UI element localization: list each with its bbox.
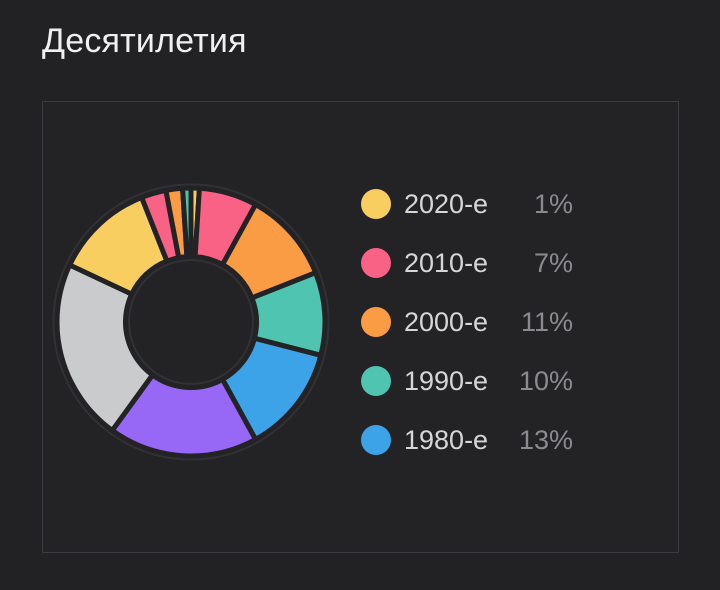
legend-label: 1980-е (404, 424, 489, 455)
donut-segment-hidden-5[interactable] (109, 372, 259, 459)
legend-color-dot (361, 366, 391, 396)
legend-color-dot (361, 248, 391, 278)
legend-value: 1% (533, 188, 573, 219)
legend-value: 13% (518, 424, 573, 455)
legend-label: 2010-е (404, 247, 489, 278)
donut-guide-ring (52, 183, 330, 461)
decades-chart-card: 2020-е 1% 2010-е 7% 2000-е 11% 1990-е 10… (42, 101, 679, 553)
legend-item-2020s: 2020-е 1% (361, 184, 573, 224)
legend-value: 11% (520, 306, 573, 337)
legend-label: 2020-е (404, 188, 489, 219)
legend-color-dot (361, 425, 391, 455)
legend-color-dot (361, 189, 391, 219)
legend-item-2010s: 2010-е 7% (361, 243, 573, 283)
legend-item-2000s: 2000-е 11% (361, 302, 573, 342)
page-title: Десятилетия (42, 22, 247, 60)
legend-item-1980s: 1980-е 13% (361, 420, 573, 460)
donut-segment-hidden-10[interactable] (180, 185, 194, 260)
legend-label: 1990-е (404, 365, 489, 396)
chart-legend: 2020-е 1% 2010-е 7% 2000-е 11% 1990-е 10… (361, 184, 573, 460)
donut-segment-hidden-6[interactable] (54, 262, 155, 433)
legend-value: 7% (533, 247, 573, 278)
decades-donut-chart[interactable] (51, 182, 331, 462)
legend-item-1990s: 1990-е 10% (361, 361, 573, 401)
legend-value: 10% (518, 365, 573, 396)
legend-color-dot (361, 307, 391, 337)
donut-guide-ring (128, 259, 254, 385)
legend-label: 2000-е (404, 306, 489, 337)
